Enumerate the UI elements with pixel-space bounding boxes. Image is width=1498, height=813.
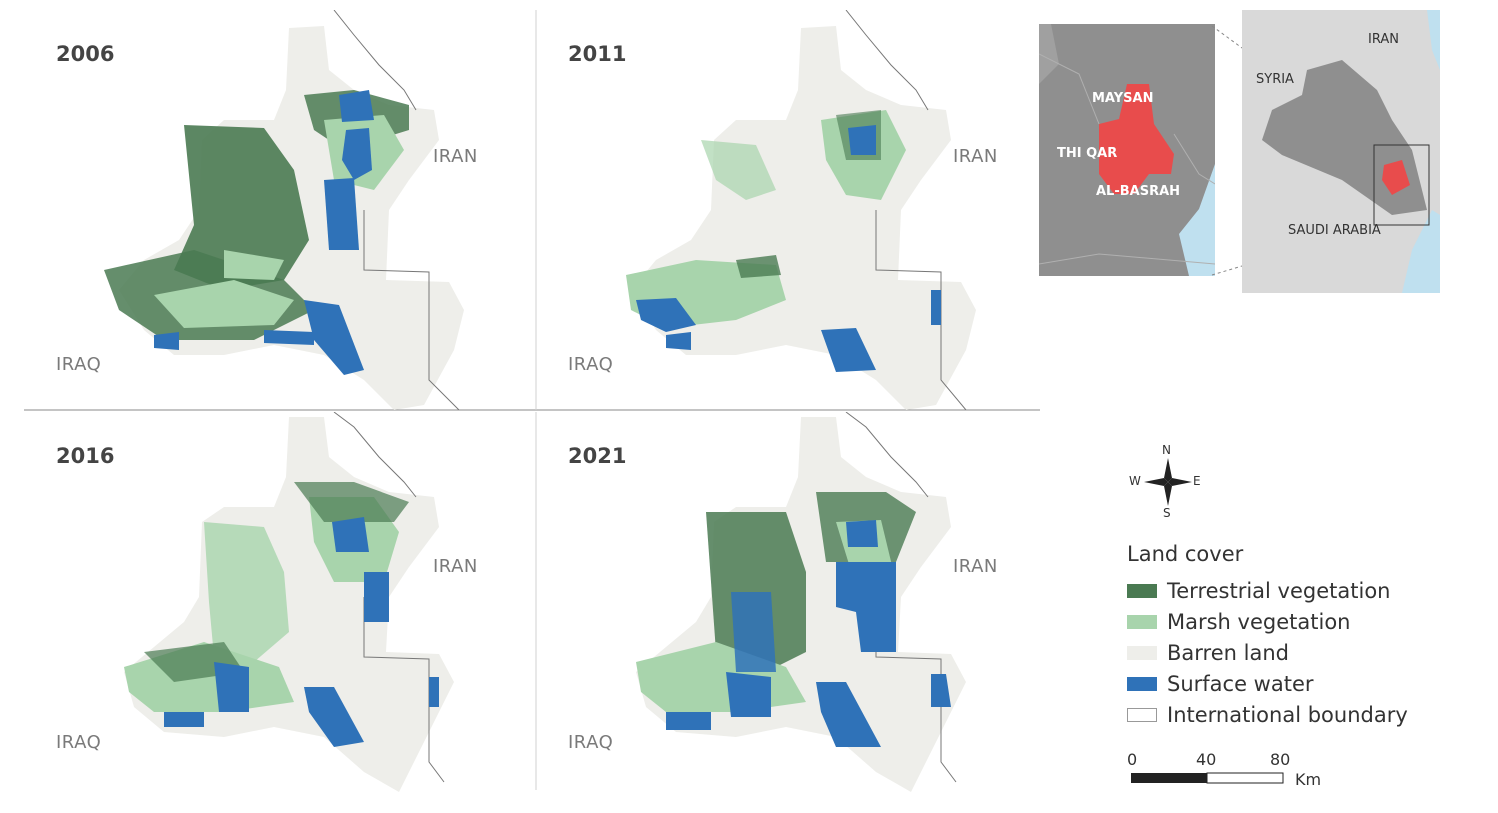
legend-swatch-water	[1127, 677, 1157, 691]
legend-label-terrestrial: Terrestrial vegetation	[1167, 579, 1391, 603]
legend-swatch-boundary	[1127, 708, 1157, 722]
legend-item-marsh: Marsh vegetation	[1127, 609, 1350, 635]
label-inset-iran: IRAN	[1368, 32, 1399, 47]
legend-item-boundary: International boundary	[1127, 702, 1408, 728]
compass-n: N	[1162, 443, 1171, 457]
legend-label-marsh: Marsh vegetation	[1167, 610, 1351, 634]
scale-unit: Km	[1295, 770, 1322, 789]
inset-country-map	[1242, 10, 1440, 293]
label-iraq-2021: IRAQ	[568, 732, 614, 753]
map-panel-2021	[636, 412, 966, 792]
legend-swatch-marsh	[1127, 615, 1157, 629]
label-iran-2021: IRAN	[953, 556, 998, 577]
legend-item-water: Surface water	[1127, 671, 1314, 697]
legend-swatch-barren	[1127, 646, 1157, 660]
scale-tick-40: 40	[1196, 750, 1217, 769]
label-inset-saudi-arabia: SAUDI ARABIA	[1288, 223, 1381, 238]
label-iran-2006: IRAN	[433, 146, 478, 167]
panel-year-2011: 2011	[568, 42, 627, 66]
legend-swatch-terrestrial	[1127, 584, 1157, 598]
label-thi-qar: THI QAR	[1057, 146, 1118, 161]
scale-tick-80: 80	[1270, 750, 1291, 769]
label-iraq-2016: IRAQ	[56, 732, 102, 753]
compass-s: S	[1163, 506, 1171, 520]
label-iraq-2006: IRAQ	[56, 354, 102, 375]
legend-label-water: Surface water	[1167, 672, 1314, 696]
label-iraq-2011: IRAQ	[568, 354, 614, 375]
panel-year-2016: 2016	[56, 444, 115, 468]
legend-item-terrestrial: Terrestrial vegetation	[1127, 578, 1390, 604]
legend-label-barren: Barren land	[1167, 641, 1289, 665]
label-maysan: MAYSAN	[1092, 91, 1154, 106]
legend-label-boundary: International boundary	[1167, 703, 1408, 727]
compass-e: E	[1193, 474, 1201, 488]
panel-year-2006: 2006	[56, 42, 115, 66]
compass-icon	[1144, 458, 1192, 506]
panel-year-2021: 2021	[568, 444, 627, 468]
map-panel-2006	[104, 10, 464, 410]
scale-tick-0: 0	[1127, 750, 1138, 769]
scale-bar	[1131, 772, 1284, 784]
label-iran-2011: IRAN	[953, 146, 998, 167]
label-al-basrah: AL-BASRAH	[1096, 184, 1181, 199]
label-inset-syria: SYRIA	[1256, 72, 1294, 87]
map-panel-2011	[626, 10, 976, 410]
inset-detail-map	[1039, 24, 1215, 276]
legend-item-barren: Barren land	[1127, 640, 1289, 666]
label-iran-2016: IRAN	[433, 556, 478, 577]
compass-w: W	[1129, 474, 1141, 488]
map-panel-2016	[124, 412, 454, 792]
legend-title: Land cover	[1127, 542, 1244, 566]
